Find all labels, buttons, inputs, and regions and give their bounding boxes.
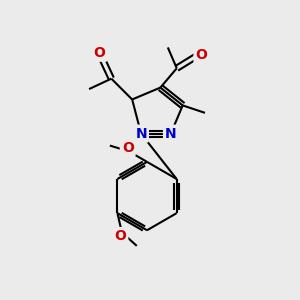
Text: O: O bbox=[196, 48, 207, 62]
Text: O: O bbox=[94, 46, 105, 60]
Text: O: O bbox=[115, 229, 126, 243]
Text: N: N bbox=[135, 127, 147, 141]
Text: O: O bbox=[122, 141, 134, 155]
Text: N: N bbox=[165, 127, 177, 141]
